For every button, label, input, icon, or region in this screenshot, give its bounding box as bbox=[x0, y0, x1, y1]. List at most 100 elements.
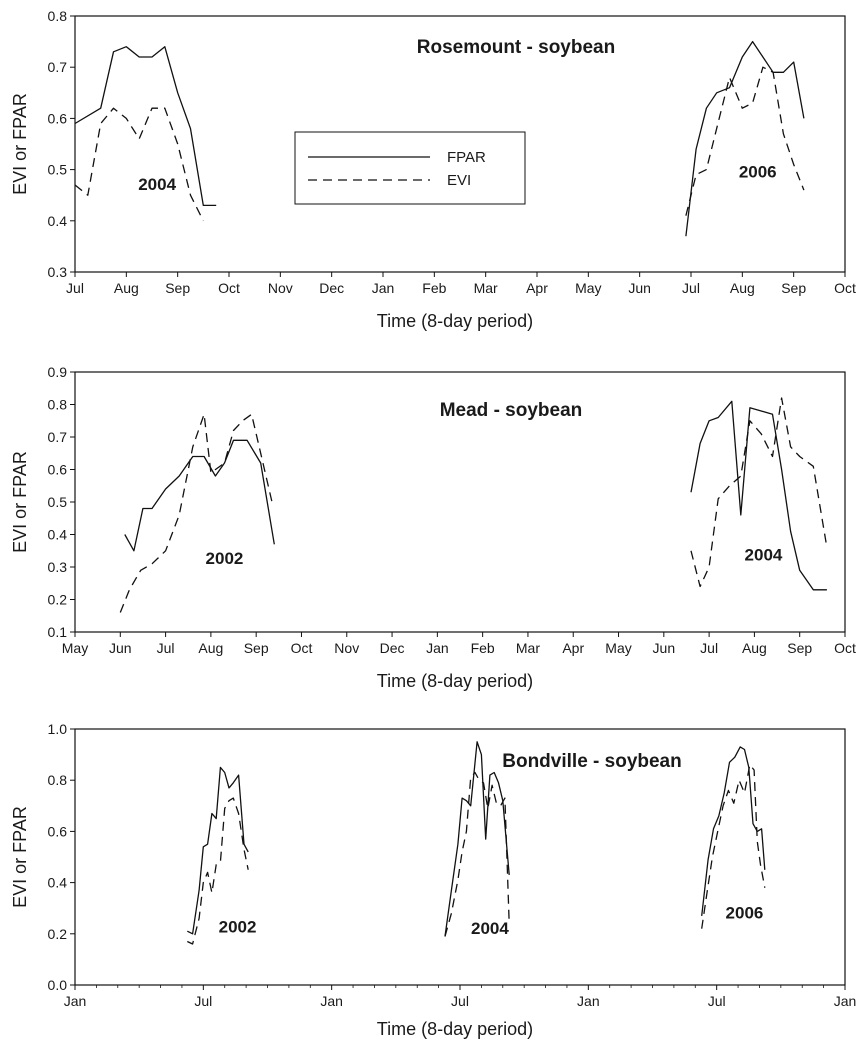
legend-label-evi: EVI bbox=[447, 172, 471, 189]
x-tick-label: Oct bbox=[218, 280, 240, 296]
x-tick-label: Mar bbox=[474, 280, 498, 296]
evi-series-line bbox=[74, 107, 204, 222]
y-tick-label: 0.5 bbox=[48, 494, 68, 510]
fpar-series-line bbox=[124, 439, 275, 552]
x-tick-label: Jun bbox=[109, 640, 132, 656]
year-annotation: 2002 bbox=[206, 549, 244, 568]
x-tick-label: Jul bbox=[66, 280, 84, 296]
x-tick-label: Oct bbox=[291, 640, 313, 656]
evi-series-line bbox=[685, 66, 805, 216]
y-tick-label: 0.3 bbox=[48, 264, 68, 280]
x-tick-label: Jan bbox=[426, 640, 449, 656]
rosemount-panel: 0.3 0.4 0.5 0.6 0.7 0.8 Jul Aug Sep Oct Nov Dec Jan F… bbox=[10, 8, 856, 331]
x-tick-label: Feb bbox=[471, 640, 495, 656]
x-tick-label: Jul bbox=[157, 640, 175, 656]
year-annotation: 2004 bbox=[138, 175, 176, 194]
x-axis-title: Time (8-day period) bbox=[377, 311, 533, 331]
plot-frame bbox=[74, 15, 846, 273]
y-tick-label: 0.3 bbox=[48, 559, 68, 575]
fpar-series-line bbox=[690, 400, 827, 591]
x-tick-label: Jun bbox=[653, 640, 676, 656]
panel-title: Bondville - soybean bbox=[502, 751, 681, 772]
y-tick-label: 0.1 bbox=[48, 624, 68, 640]
x-tick-label: Mar bbox=[516, 640, 540, 656]
y-tick-label: 0.6 bbox=[48, 823, 68, 839]
x-axis-title: Time (8-day period) bbox=[377, 1019, 533, 1039]
x-tick-label: Aug bbox=[730, 280, 755, 296]
x-tick-label: Jun bbox=[628, 280, 651, 296]
fpar-series-line bbox=[701, 746, 766, 916]
y-axis-title: EVI or FPAR bbox=[10, 93, 30, 195]
evi-series-line bbox=[690, 397, 828, 588]
y-tick-label: 0.2 bbox=[48, 926, 68, 942]
y-tick-label: 0.5 bbox=[48, 162, 68, 178]
x-tick-label: Apr bbox=[526, 280, 548, 296]
x-tick-label: Dec bbox=[380, 640, 405, 656]
x-tick-label: May bbox=[62, 640, 88, 656]
y-tick-label: 0.7 bbox=[48, 429, 68, 445]
x-tick-label: Jul bbox=[451, 993, 469, 1009]
fpar-series-line bbox=[685, 40, 805, 237]
bondville-panel: 0.0 0.2 0.4 0.6 0.8 1.0 Jan Jul Jan Jul Jan Jul Jan T… bbox=[10, 721, 856, 1039]
fpar-series-line bbox=[444, 741, 510, 937]
evi-series-line bbox=[187, 797, 249, 945]
x-tick-label: Sep bbox=[165, 280, 190, 296]
y-axis-title: EVI or FPAR bbox=[10, 451, 30, 553]
x-tick-label: Oct bbox=[834, 640, 856, 656]
y-tick-label: 0.8 bbox=[48, 8, 68, 24]
fpar-series-line bbox=[74, 46, 217, 207]
x-tick-label: Jan bbox=[577, 993, 600, 1009]
y-tick-label: 0.7 bbox=[48, 59, 68, 75]
year-annotation: 2002 bbox=[219, 918, 257, 937]
panel-title: Rosemount - soybean bbox=[417, 37, 615, 58]
panel-title: Mead - soybean bbox=[440, 400, 583, 421]
legend-label-fpar: FPAR bbox=[447, 149, 486, 166]
y-tick-label: 0.4 bbox=[48, 213, 68, 229]
x-tick-label: Jan bbox=[834, 993, 857, 1009]
x-tick-label: Jan bbox=[372, 280, 395, 296]
year-annotation: 2004 bbox=[471, 919, 509, 938]
evi-series-line bbox=[119, 413, 273, 613]
x-tick-label: Jul bbox=[700, 640, 718, 656]
legend: FPAR EVI bbox=[294, 131, 526, 205]
x-tick-label: Jul bbox=[682, 280, 700, 296]
y-tick-label: 1.0 bbox=[48, 721, 68, 737]
x-tick-label: Aug bbox=[198, 640, 223, 656]
x-tick-label: May bbox=[575, 280, 601, 296]
y-tick-label: 0.6 bbox=[48, 110, 68, 126]
y-tick-label: 0.4 bbox=[48, 875, 68, 891]
x-tick-label: Jul bbox=[708, 993, 726, 1009]
y-tick-label: 0.8 bbox=[48, 397, 68, 413]
year-annotation: 2006 bbox=[739, 162, 777, 181]
year-annotation: 2004 bbox=[745, 546, 783, 565]
y-tick-label: 0.2 bbox=[48, 592, 68, 608]
y-tick-label: 0.9 bbox=[48, 364, 68, 380]
x-tick-label: Sep bbox=[781, 280, 806, 296]
y-tick-label: 0.4 bbox=[48, 527, 68, 543]
x-tick-label: Aug bbox=[742, 640, 767, 656]
x-tick-label: Aug bbox=[114, 280, 139, 296]
x-tick-label: Apr bbox=[562, 640, 584, 656]
plot-frame bbox=[74, 728, 846, 986]
x-tick-label: Jul bbox=[194, 993, 212, 1009]
evi-series-line bbox=[444, 771, 510, 937]
x-tick-label: Feb bbox=[422, 280, 446, 296]
x-tick-label: Sep bbox=[244, 640, 269, 656]
y-axis-title: EVI or FPAR bbox=[10, 806, 30, 908]
x-tick-label: May bbox=[605, 640, 631, 656]
x-tick-label: Nov bbox=[334, 640, 359, 656]
legend-box bbox=[294, 131, 526, 205]
x-tick-label: Dec bbox=[319, 280, 344, 296]
x-tick-label: Jan bbox=[64, 993, 87, 1009]
mead-panel: 0.1 0.2 0.3 0.4 0.5 0.6 0.7 0.8 0.9 May Jun Jul Aug S… bbox=[10, 364, 856, 691]
x-tick-label: Nov bbox=[268, 280, 293, 296]
y-tick-label: 0.0 bbox=[48, 977, 68, 993]
year-annotation: 2006 bbox=[726, 903, 764, 922]
fpar-series-line bbox=[187, 766, 249, 935]
x-tick-label: Oct bbox=[834, 280, 856, 296]
x-tick-label: Sep bbox=[787, 640, 812, 656]
y-tick-label: 0.8 bbox=[48, 772, 68, 788]
evi-series-line bbox=[701, 764, 766, 929]
x-axis-title: Time (8-day period) bbox=[377, 671, 533, 691]
